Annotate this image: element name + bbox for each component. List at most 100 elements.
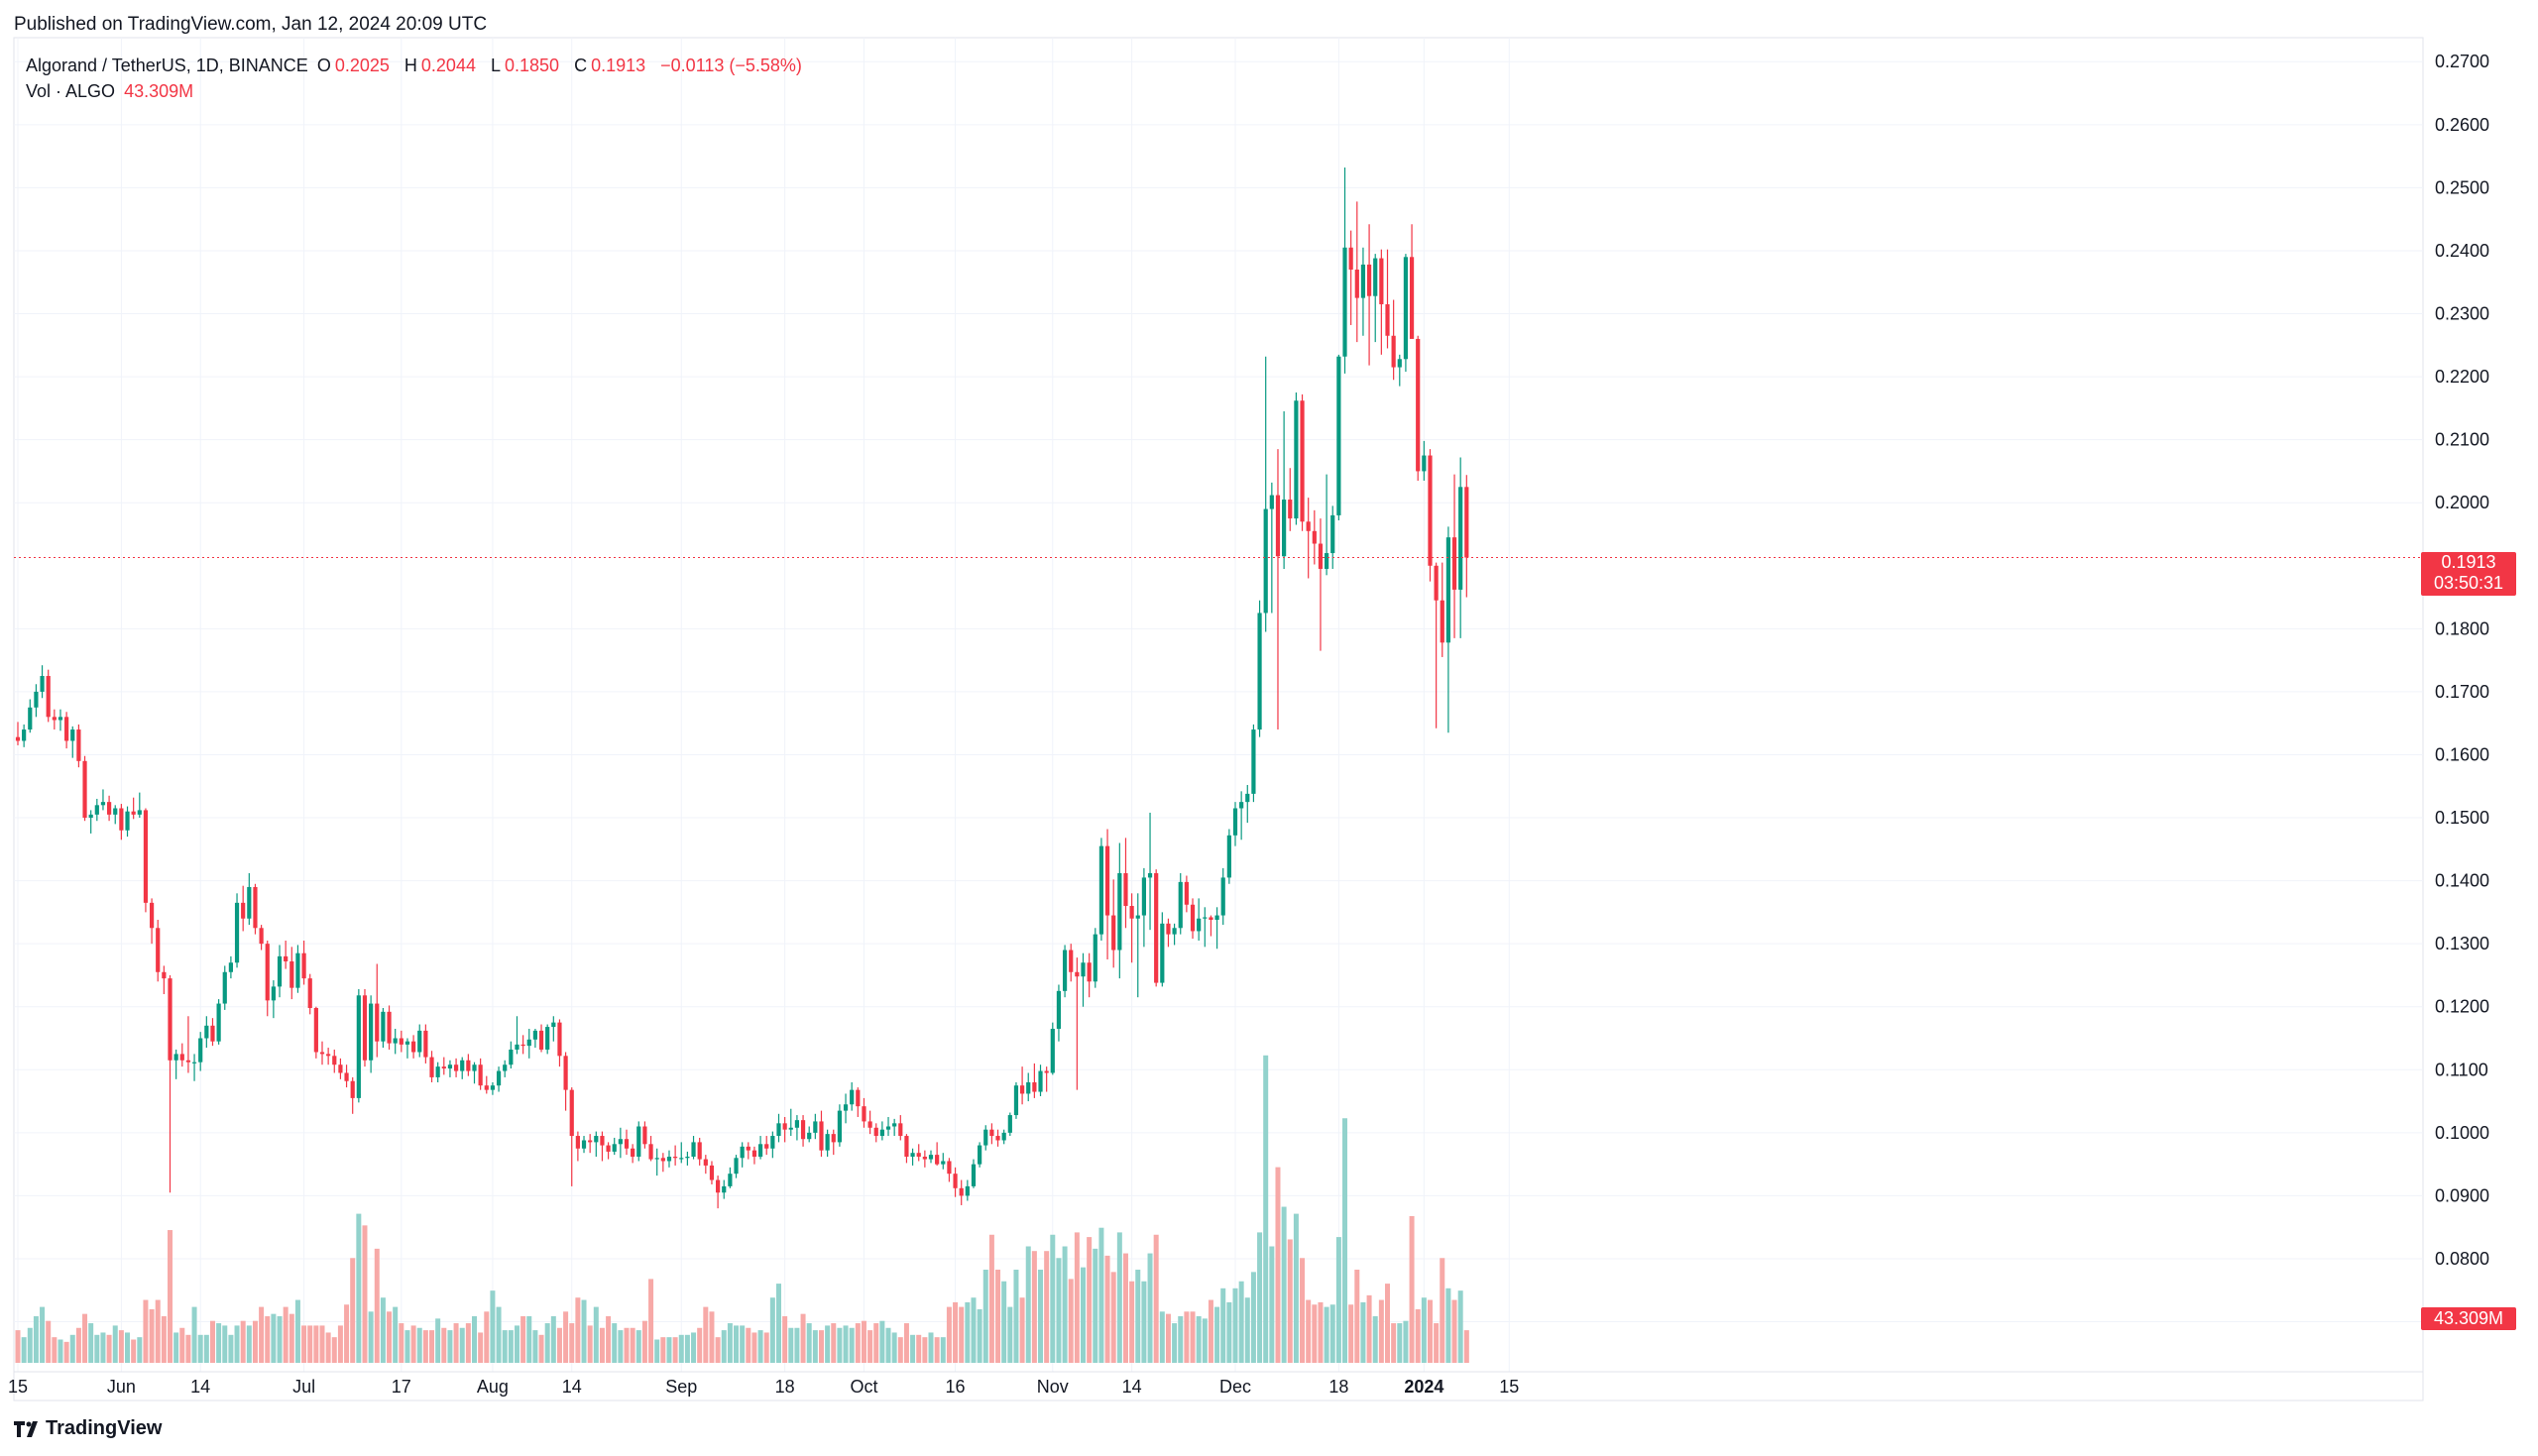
- volume-bar: [478, 1332, 484, 1363]
- volume-bar: [307, 1325, 313, 1363]
- volume-bar: [1244, 1297, 1250, 1363]
- volume-bar: [283, 1306, 288, 1363]
- volume-bar: [393, 1306, 399, 1363]
- volume-bar: [387, 1311, 393, 1363]
- volume-bar: [946, 1306, 952, 1363]
- volume-bar: [691, 1332, 697, 1363]
- volume-bar: [1354, 1270, 1360, 1363]
- candle-body: [460, 1060, 465, 1071]
- volume-bar: [1031, 1251, 1037, 1363]
- volume-bar: [410, 1325, 416, 1363]
- candle-body: [563, 1056, 568, 1090]
- time-tick-label: 15: [8, 1377, 28, 1397]
- candle-body: [740, 1146, 745, 1159]
- volume-bar: [131, 1339, 137, 1363]
- volume-bar: [630, 1327, 635, 1363]
- candle-body: [113, 808, 118, 815]
- price-tick-label: 0.2700: [2435, 52, 2489, 71]
- volume-bar: [709, 1311, 715, 1363]
- volume-bar: [897, 1337, 903, 1363]
- volume-bar: [982, 1270, 988, 1363]
- candle-body: [441, 1066, 446, 1069]
- candle-body: [862, 1106, 866, 1122]
- volume-bar: [58, 1339, 63, 1363]
- candle-body: [131, 811, 136, 815]
- candle-body: [28, 707, 33, 730]
- candle-body: [301, 952, 306, 979]
- candle-body: [679, 1158, 684, 1160]
- volume-bar: [1208, 1299, 1213, 1363]
- candle-body: [1282, 500, 1287, 557]
- volume-bar: [575, 1297, 581, 1363]
- volume-bar: [641, 1320, 647, 1363]
- candle-body: [241, 902, 246, 919]
- volume-bar: [380, 1297, 386, 1363]
- volume-bar: [635, 1330, 641, 1363]
- price-tick-label: 0.2100: [2435, 430, 2489, 450]
- candle-body: [1385, 303, 1390, 336]
- volume-bar: [788, 1327, 794, 1363]
- published-header: Published on TradingView.com, Jan 12, 20…: [14, 14, 488, 35]
- time-tick-label: Dec: [1219, 1377, 1251, 1397]
- volume-bar: [1318, 1301, 1324, 1363]
- time-tick-label: 2024: [1404, 1377, 1443, 1397]
- volume-bar: [800, 1313, 806, 1363]
- candle-body: [453, 1064, 459, 1071]
- volume-bar: [100, 1332, 106, 1363]
- candle-body: [666, 1157, 672, 1162]
- volume-bar: [234, 1325, 240, 1363]
- high-label: H: [404, 56, 417, 75]
- candle-body: [107, 802, 112, 815]
- candle-body: [307, 978, 312, 1009]
- volume-bar: [660, 1337, 666, 1363]
- candle-body: [478, 1064, 483, 1086]
- volume-bar: [185, 1334, 191, 1363]
- volume-bar: [612, 1323, 618, 1363]
- volume-bar: [624, 1327, 630, 1363]
- candle-body: [850, 1089, 855, 1105]
- candle-body: [978, 1145, 982, 1165]
- volume-bar: [422, 1330, 428, 1363]
- candle-body: [447, 1064, 453, 1069]
- candle-body: [654, 1158, 659, 1160]
- volume-bar: [143, 1299, 149, 1363]
- volume-bar: [606, 1316, 612, 1363]
- volume-bar: [1427, 1299, 1433, 1363]
- time-tick-label: 15: [1499, 1377, 1519, 1397]
- candle-body: [532, 1030, 537, 1040]
- volume-bar: [1025, 1246, 1031, 1363]
- candle-body: [277, 955, 283, 987]
- volume-bar: [648, 1279, 654, 1363]
- candle-body: [843, 1104, 849, 1111]
- volume-bar: [368, 1311, 374, 1363]
- candle-body: [1336, 356, 1341, 515]
- volume-bar: [246, 1325, 252, 1363]
- volume-bar: [916, 1334, 922, 1363]
- volume-bar: [556, 1327, 562, 1363]
- candle-body: [856, 1089, 861, 1107]
- volume-bar: [1250, 1272, 1256, 1363]
- volume-bar: [265, 1316, 271, 1363]
- candle-body: [1093, 934, 1097, 982]
- volume-bar: [1434, 1323, 1440, 1363]
- volume-bar: [532, 1330, 538, 1363]
- volume-bar: [684, 1334, 690, 1363]
- candle-body: [1300, 400, 1305, 522]
- candle-body: [728, 1174, 733, 1186]
- footer-brand[interactable]: TradingView: [14, 1417, 162, 1440]
- volume-bar: [484, 1311, 490, 1363]
- candle-body: [1263, 508, 1268, 614]
- volume-bar: [769, 1297, 775, 1363]
- volume-bar: [1129, 1281, 1135, 1363]
- time-tick-label: 16: [946, 1377, 966, 1397]
- candle-body: [253, 886, 258, 929]
- candle-body: [1001, 1132, 1006, 1141]
- candle-body: [1104, 845, 1110, 916]
- volume-bar: [1335, 1237, 1341, 1363]
- price-tick-label: 0.0800: [2435, 1249, 2489, 1269]
- volume-bar: [1098, 1227, 1104, 1363]
- volume-bar: [678, 1334, 684, 1363]
- candle-body: [1232, 808, 1238, 836]
- candle-body: [782, 1123, 787, 1130]
